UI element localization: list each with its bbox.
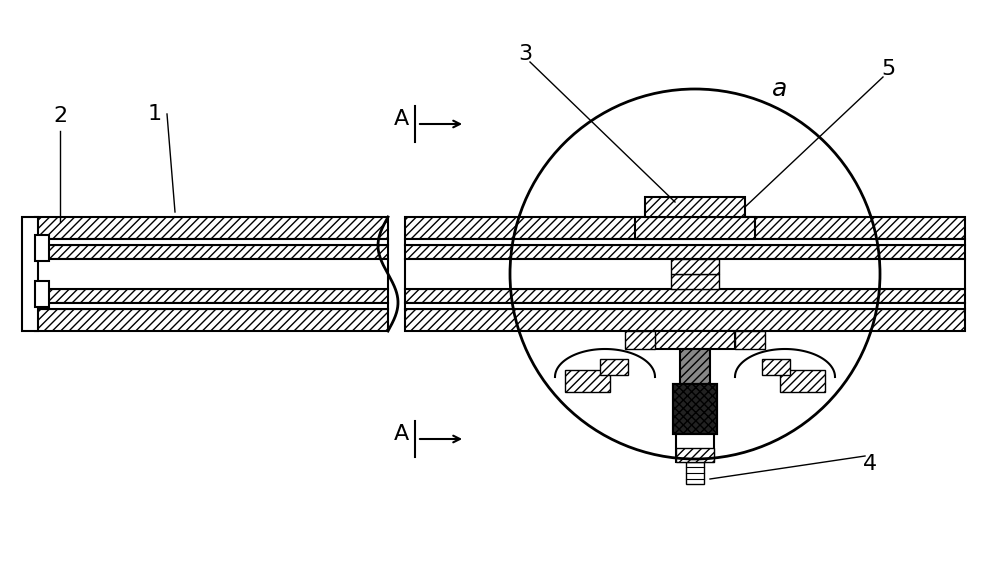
Bar [687, 259, 703, 274]
Bar [673, 384, 717, 434]
Bar [600, 359, 628, 375]
Bar [35, 217, 388, 239]
Bar [671, 259, 719, 274]
Bar [676, 434, 714, 462]
Bar [735, 331, 765, 349]
Bar [35, 289, 388, 303]
Bar [676, 448, 714, 462]
Bar [35, 309, 388, 331]
Bar [565, 370, 610, 392]
Bar [405, 303, 965, 309]
Bar [405, 239, 965, 245]
Bar [35, 239, 388, 245]
Bar [762, 359, 790, 375]
Bar [686, 462, 704, 484]
Bar [655, 331, 735, 349]
Bar [645, 197, 745, 217]
Text: 3: 3 [518, 44, 532, 64]
Bar [35, 303, 388, 309]
Bar [405, 217, 965, 239]
Text: 5: 5 [881, 59, 895, 79]
Bar [405, 289, 965, 303]
Text: A: A [393, 424, 409, 444]
Bar [671, 274, 719, 289]
Bar [405, 259, 965, 289]
Bar [35, 245, 388, 259]
Bar [780, 370, 825, 392]
Bar [680, 349, 710, 384]
Bar [635, 217, 755, 239]
Bar [673, 384, 717, 434]
Text: a: a [772, 77, 788, 101]
Bar [35, 281, 49, 307]
Text: 4: 4 [863, 454, 877, 474]
Bar [35, 259, 388, 289]
Text: 2: 2 [53, 106, 67, 126]
Text: A: A [393, 109, 409, 129]
Bar [35, 235, 49, 261]
Bar [405, 245, 965, 259]
Bar [22, 217, 38, 331]
Text: 1: 1 [148, 104, 162, 124]
Bar [405, 309, 965, 331]
Bar [625, 331, 655, 349]
